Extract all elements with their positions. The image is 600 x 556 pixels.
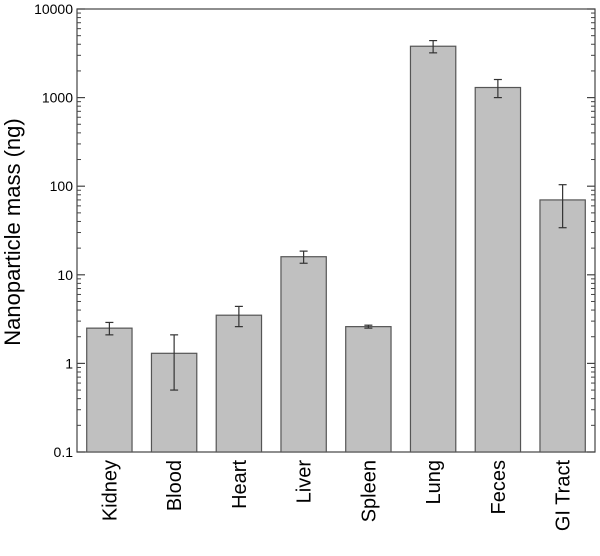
bar-kidney: [86, 327, 133, 453]
bar-feces: [474, 86, 522, 453]
bar-liver: [280, 256, 327, 453]
x-tick-label: Liver: [294, 460, 316, 504]
y-tick-label: 0.1: [54, 444, 74, 460]
y-tick-label: 10000: [34, 1, 73, 17]
x-axis: Kidney Blood Heart Liver Spleen Lung Feces GI T…: [99, 460, 574, 532]
x-tick-label: Heart: [229, 460, 251, 509]
x-tick-label: GI Tract: [553, 460, 575, 532]
bar-lung: [409, 45, 457, 453]
error-bars-group: [105, 39, 567, 391]
x-tick-label: Lung: [423, 460, 445, 505]
y-tick-label: 100: [50, 178, 74, 194]
y-axis: 0.1 1 10 100 1000 10000: [34, 1, 595, 460]
bar-heart: [215, 314, 263, 453]
plot-frame: [76, 8, 596, 453]
bar-gi-tract: [539, 199, 586, 453]
bar-spleen: [345, 326, 392, 453]
y-tick-label: 10: [57, 267, 73, 283]
x-tick-label: Spleen: [358, 460, 380, 522]
y-tick-label: 1000: [42, 90, 73, 106]
y-tick-label: 1: [65, 355, 73, 371]
bars-group: [86, 45, 586, 453]
x-tick-label: Blood: [164, 460, 186, 511]
x-tick-label: Kidney: [99, 460, 121, 521]
y-axis-title: Nanoparticle mass (ng): [0, 118, 25, 345]
plot-border: [76, 8, 596, 453]
x-tick-label: Feces: [488, 460, 510, 514]
